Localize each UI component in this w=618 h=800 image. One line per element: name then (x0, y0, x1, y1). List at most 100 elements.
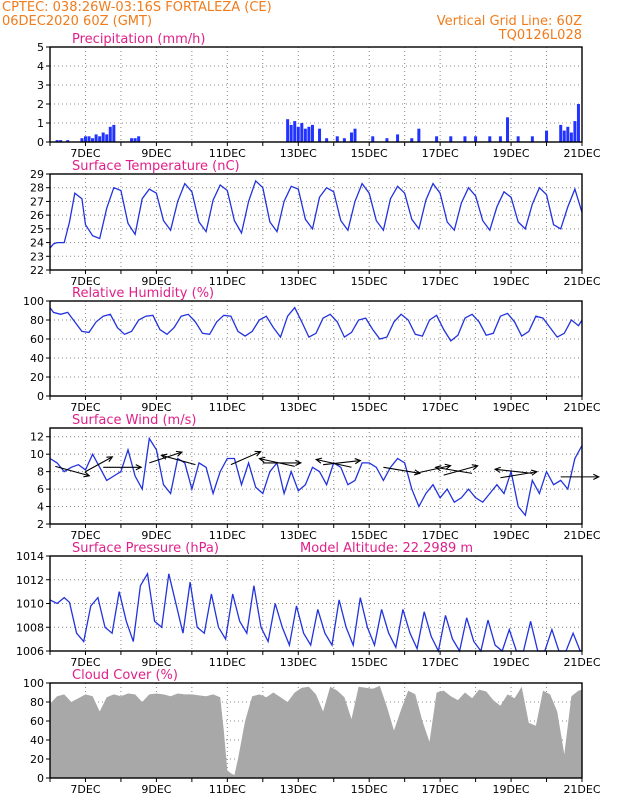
x-tick-label: 7DEC (70, 401, 100, 414)
wind-arrow-head (434, 465, 442, 472)
wind-arrow-head (295, 459, 303, 467)
precip-bar (530, 136, 534, 142)
y-tick-label: 20 (30, 753, 44, 766)
precip-bar (112, 124, 116, 142)
precip-bar (307, 126, 311, 142)
wind-arrow (262, 459, 303, 467)
y-tick-label: 3 (37, 79, 44, 92)
x-tick-label: 11DEC (209, 147, 246, 160)
y-tick-label: 100 (23, 677, 44, 690)
header-code: TQ0126L028 (498, 28, 582, 43)
x-tick-label: 21DEC (563, 529, 600, 542)
y-tick-label: 2 (37, 518, 44, 531)
x-tick-label: 17DEC (422, 401, 459, 414)
x-tick-label: 17DEC (422, 275, 459, 288)
wind-arrow-shaft (500, 471, 537, 479)
panel-title: Surface Temperature (nC) (72, 159, 240, 174)
precip-bar (296, 126, 300, 142)
precip-bar (566, 126, 570, 142)
wind-arrow-head (258, 456, 266, 463)
y-tick-label: 80 (30, 314, 44, 327)
wind-arrow (323, 458, 362, 466)
x-tick-label: 21DEC (563, 147, 600, 160)
wind-arrow-shaft (161, 454, 196, 466)
precip-bar (463, 136, 467, 142)
y-tick-label: 1010 (16, 598, 44, 611)
wind-arrow-shaft (443, 465, 478, 476)
y-tick-label: 0 (37, 136, 44, 149)
y-tick-label: 1008 (16, 621, 44, 634)
y-tick-label: 60 (30, 715, 44, 728)
y-tick-label: 1014 (16, 550, 44, 563)
y-tick-label: 27 (30, 195, 44, 208)
x-tick-label: 19DEC (493, 656, 530, 669)
chart-panel-5: 1006 1008 1010 1012 1014 7DEC 9DEC 11DEC 13DEC 15… (16, 541, 601, 669)
wind-arrow (149, 450, 184, 464)
wind-arrow-shaft (149, 451, 183, 464)
x-tick-label: 21DEC (563, 401, 600, 414)
precip-bar (516, 136, 520, 142)
precip-bar (94, 134, 98, 142)
precip-bar (66, 140, 70, 142)
header-date: 06DEC2020 60Z (GMT) (2, 14, 153, 29)
wind-arrow-shaft (323, 460, 361, 466)
cloud-area (50, 685, 582, 778)
wind-arrow-shaft (383, 466, 420, 474)
wind-arrow-shaft (415, 465, 451, 474)
chart-panel-3: 0 20 40 60 80 100 7DEC 9DEC 11DEC 13DEC 15DEC 17DEC… (23, 286, 601, 414)
y-tick-label: 5 (37, 41, 44, 54)
y-tick-label: 100 (23, 295, 44, 308)
x-tick-label: 11DEC (209, 656, 246, 669)
wind-arrow-head (106, 456, 114, 463)
y-tick-label: 20 (30, 371, 44, 384)
panel-title: Surface Pressure (hPa) (72, 541, 219, 556)
y-tick-label: 6 (37, 483, 44, 496)
x-tick-label: 7DEC (70, 275, 100, 288)
x-tick-label: 13DEC (280, 529, 317, 542)
panel-frame (49, 173, 583, 271)
x-tick-label: 19DEC (493, 147, 530, 160)
chart-panel-1: 0 1 2 3 4 5 7DEC 9DEC 11DEC 13DEC 15DEC 17DEC 19DEC 2… (37, 32, 601, 160)
wind-arrow (383, 466, 422, 476)
precip-bar (349, 132, 353, 142)
wind-arrow (560, 473, 600, 480)
precip-bar (474, 136, 478, 142)
precip-bar (562, 130, 566, 142)
chart-panel-4: 2 4 6 8 10 12 7DEC 9DEC 11DEC 13DEC 15DEC 17DEC 19DE… (30, 413, 601, 542)
x-tick-label: 19DEC (493, 401, 530, 414)
panel-title: Relative Humidity (%) (72, 286, 214, 301)
wind-arrow-shaft (230, 451, 261, 466)
precip-bar (130, 138, 134, 142)
y-tick-label: 4 (37, 501, 44, 514)
panel-frame (49, 427, 583, 525)
wind-arrow-head (160, 453, 168, 460)
x-tick-label: 13DEC (280, 147, 317, 160)
precip-bar (310, 124, 314, 142)
x-tick-label: 15DEC (351, 656, 388, 669)
precip-bar (303, 128, 307, 142)
x-tick-label: 7DEC (70, 529, 100, 542)
panel-frame (49, 300, 583, 397)
x-tick-label: 9DEC (141, 529, 171, 542)
precip-bar (318, 128, 322, 142)
precip-bar (506, 117, 510, 142)
precip-bar (137, 136, 141, 142)
header-station: CPTEC: 038:26W-03:16S FORTALEZA (CE) (2, 0, 272, 15)
y-tick-label: 1012 (16, 574, 44, 587)
precip-bar (569, 132, 573, 142)
x-tick-label: 13DEC (280, 275, 317, 288)
x-tick-label: 9DEC (141, 147, 171, 160)
x-tick-label: 17DEC (422, 529, 459, 542)
wind-arrow-head (444, 463, 452, 470)
precip-bar (55, 140, 59, 142)
y-tick-label: 1006 (16, 645, 44, 658)
y-tick-label: 4 (37, 60, 44, 73)
precip-bar (133, 138, 137, 142)
y-tick-label: 0 (37, 772, 44, 785)
precip-bar (108, 126, 112, 142)
panel-annotation: Model Altitude: 22.2989 m (300, 541, 473, 556)
y-tick-label: 26 (30, 209, 44, 222)
x-tick-label: 13DEC (280, 656, 317, 669)
